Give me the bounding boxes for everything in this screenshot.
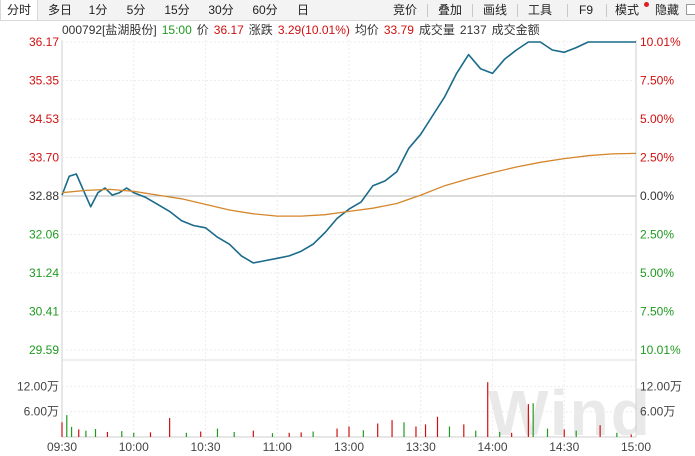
stock-code-name: 000792[盐湖股份] xyxy=(62,23,157,37)
y-tick-label-left: 34.53 xyxy=(29,112,59,126)
volume-tick-label-right: 6.00万 xyxy=(640,405,675,419)
tools-button[interactable]: 工具 xyxy=(527,3,552,17)
volume-value: 2137 xyxy=(459,23,487,37)
y-tick-label-left: 36.17 xyxy=(29,35,59,49)
y-tick-label-right: 10.01% xyxy=(640,35,681,49)
x-tick-label: 09:30 xyxy=(47,440,77,454)
y-tick-label-right: 10.01% xyxy=(640,343,681,357)
volume-tick-label-left: 6.00万 xyxy=(24,405,59,419)
y-tick-label-right: 2.50% xyxy=(640,228,674,242)
tab-60min[interactable]: 60分 xyxy=(252,3,278,17)
tab-5min[interactable]: 5分 xyxy=(126,3,146,17)
period-toolbar: 分时 多日 1分 5分 15分 30分 60分 日 竞价 叠加 画线 工具 F9… xyxy=(0,0,695,21)
separator xyxy=(472,4,473,17)
avg-price-value: 33.79 xyxy=(383,23,414,37)
y-tick-label-left: 35.35 xyxy=(29,74,59,88)
tab-1min[interactable]: 1分 xyxy=(88,3,108,17)
tab-30min[interactable]: 30分 xyxy=(208,3,234,17)
y-tick-label-left: 29.59 xyxy=(29,343,59,357)
x-tick-label: 11:00 xyxy=(263,440,292,454)
x-tick-label: 13:00 xyxy=(334,440,364,454)
amount-label: 成交金额 xyxy=(491,23,540,37)
price-value: 36.17 xyxy=(213,23,244,37)
x-tick-label: 14:00 xyxy=(477,440,507,454)
separator xyxy=(427,4,428,17)
tab-intraday[interactable]: 分时 xyxy=(0,0,38,20)
hide-checkbox[interactable] xyxy=(686,4,695,15)
y-tick-label-left: 32.88 xyxy=(29,189,59,203)
separator xyxy=(517,4,518,17)
y-tick-label-left: 30.41 xyxy=(29,305,59,319)
f9-button[interactable]: F9 xyxy=(578,3,593,17)
y-tick-label-left: 33.70 xyxy=(29,151,59,165)
hide-button[interactable]: 隐藏 xyxy=(654,3,679,17)
x-tick-label: 13:30 xyxy=(406,440,436,454)
y-tick-label-right: 7.50% xyxy=(640,305,674,319)
separator xyxy=(567,4,568,17)
mode-button[interactable]: 模式 xyxy=(614,3,639,17)
volume-tick-label-right: 12.00万 xyxy=(640,379,682,393)
y-tick-label-right: 2.50% xyxy=(640,151,674,165)
overlay-button[interactable]: 叠加 xyxy=(437,3,462,17)
separator xyxy=(606,4,607,17)
change-label: 涨跌 xyxy=(248,23,273,37)
tab-multi-day[interactable]: 多日 xyxy=(47,3,72,17)
avg-price-label: 均价 xyxy=(354,23,379,37)
quote-info-bar: 000792[盐湖股份] 15:00 价 36.17 涨跌 3.29(10.01%) 均价 3… xyxy=(62,23,545,37)
volume-label: 成交量 xyxy=(418,23,455,37)
volume-tick-label-left: 12.00万 xyxy=(17,379,59,393)
x-tick-label: 15:00 xyxy=(621,440,651,454)
y-tick-label-right: 5.00% xyxy=(640,112,674,126)
y-tick-label-right: 7.50% xyxy=(640,74,674,88)
x-tick-label: 10:30 xyxy=(190,440,220,454)
x-tick-label: 14:30 xyxy=(549,440,579,454)
price-label: 价 xyxy=(196,23,209,37)
quote-time: 15:00 xyxy=(161,23,192,37)
draw-line-button[interactable]: 画线 xyxy=(482,3,507,17)
y-tick-label-left: 31.24 xyxy=(29,266,59,280)
average-price-line xyxy=(61,152,637,217)
change-value: 3.29(10.01%) xyxy=(277,23,350,37)
y-tick-label-right: 0.00% xyxy=(640,189,674,203)
price-line xyxy=(61,41,636,264)
tab-15min[interactable]: 15分 xyxy=(164,3,190,17)
auction-button[interactable]: 竞价 xyxy=(392,3,417,17)
x-tick-label: 10:00 xyxy=(119,440,149,454)
y-tick-label-left: 32.06 xyxy=(29,228,59,242)
tab-daily[interactable]: 日 xyxy=(296,3,309,17)
y-tick-label-right: 5.00% xyxy=(640,266,674,280)
notification-dot-icon xyxy=(644,2,649,7)
